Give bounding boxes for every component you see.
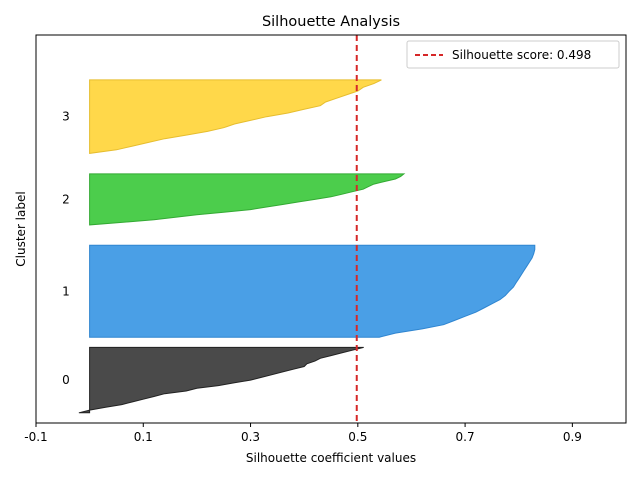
x-tick-label: 0.9: [563, 430, 582, 444]
cluster-label-1: 1: [62, 284, 70, 298]
x-axis-label: Silhouette coefficient values: [246, 451, 416, 465]
cluster-3-silhouette: [89, 79, 382, 154]
cluster-2-silhouette: [89, 173, 406, 226]
x-tick-label: 0.1: [134, 430, 153, 444]
chart-title: Silhouette Analysis: [262, 14, 400, 30]
y-axis-label: Cluster label: [14, 191, 28, 266]
legend-label-silhouette-score: Silhouette score: 0.498: [452, 48, 591, 62]
x-tick-label: -0.1: [24, 430, 47, 444]
cluster-label-3: 3: [62, 110, 70, 124]
axes-frame: [35, 34, 627, 424]
x-tick-label: 0.5: [348, 430, 367, 444]
x-tick-label: 0.7: [456, 430, 475, 444]
plot-area: 0 1 2 3: [62, 35, 536, 423]
cluster-0-silhouette: [78, 346, 364, 414]
legend: Silhouette score: 0.498: [406, 40, 620, 69]
x-axis: -0.1 0.1 0.3 0.5 0.7 0.9: [24, 423, 582, 444]
cluster-1-silhouette: [89, 244, 536, 338]
cluster-label-0: 0: [62, 373, 70, 387]
x-tick-label: 0.3: [241, 430, 260, 444]
legend-box: [406, 40, 620, 69]
cluster-label-2: 2: [62, 192, 70, 206]
